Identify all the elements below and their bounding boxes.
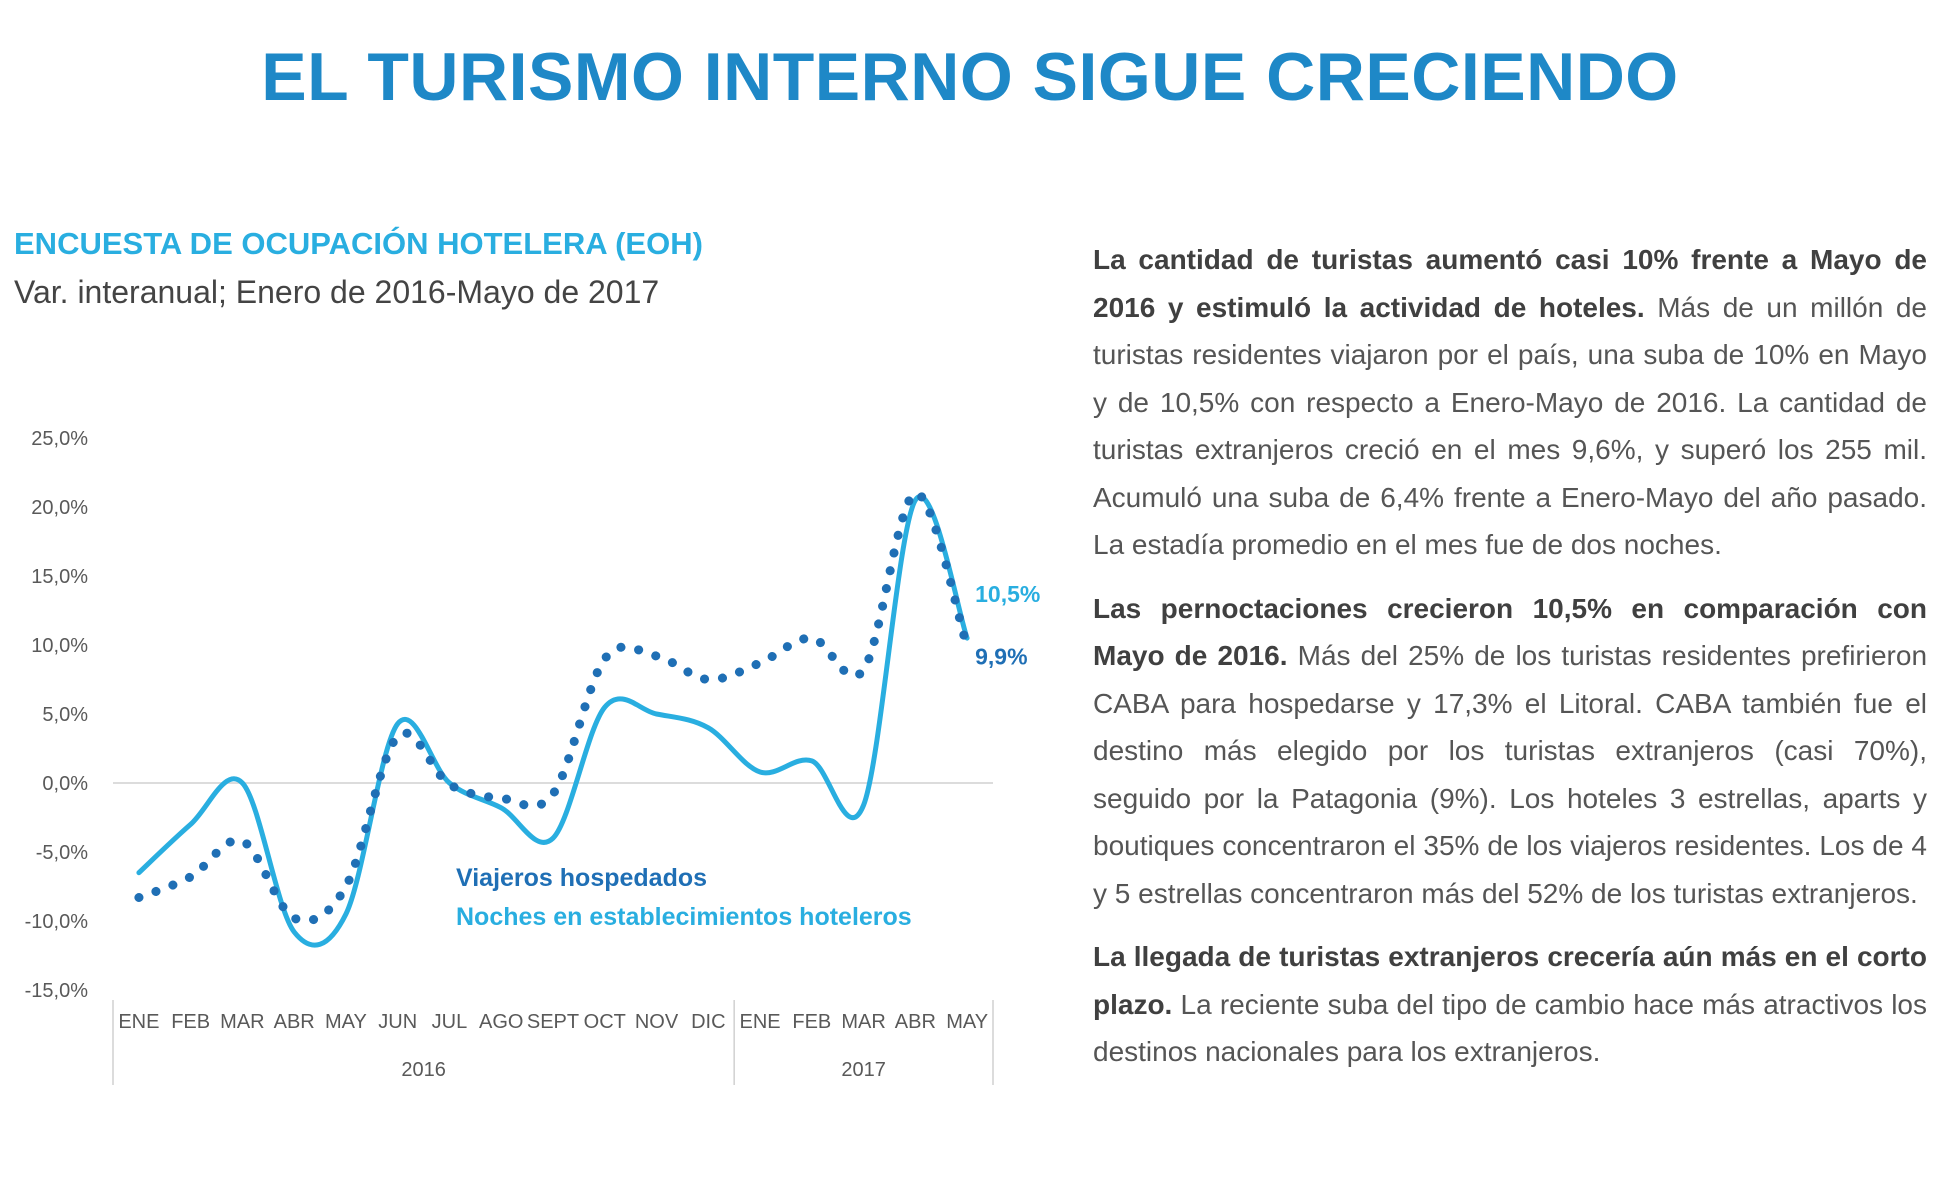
series-line-noches <box>136 494 970 948</box>
x-tick-label: FEB <box>792 1011 831 1033</box>
x-tick-label: ENE <box>739 1011 780 1033</box>
x-group-label: 2017 <box>841 1059 886 1081</box>
x-group-label: 2016 <box>401 1059 446 1081</box>
x-tick-label: FEB <box>171 1011 210 1033</box>
x-tick-label: MAR <box>841 1011 885 1033</box>
x-tick-label: JUN <box>378 1011 417 1033</box>
x-tick-label: AGO <box>479 1011 523 1033</box>
y-tick-label: 5,0% <box>42 704 88 726</box>
y-tick-label: -5,0% <box>36 842 88 864</box>
paragraph-1-lead: La cantidad de turistas aumentó casi 10%… <box>1093 244 1927 323</box>
y-tick-label: 20,0% <box>31 497 88 519</box>
y-tick-label: 10,0% <box>31 635 88 657</box>
x-tick-label: OCT <box>584 1011 626 1033</box>
chart-title: ENCUESTA DE OCUPACIÓN HOTELERA (EOH) <box>14 226 703 261</box>
paragraph-2: Las pernoctaciones crecieron 10,5% en co… <box>1093 585 1927 918</box>
end-label-viajeros: 9,9% <box>975 643 1027 669</box>
y-tick-label: -15,0% <box>25 980 89 1002</box>
x-tick-label: SEPT <box>527 1011 579 1033</box>
y-tick-label: 15,0% <box>31 566 88 588</box>
line-chart: 25,0% 20,0% 15,0% 10,0% 5,0% 0,0% -5,0% -10,0% -… <box>25 428 1040 1085</box>
end-label-noches: 10,5% <box>975 581 1040 607</box>
x-tick-label: ENE <box>118 1011 159 1033</box>
y-tick-label: -10,0% <box>25 911 89 933</box>
paragraph-3-lead: La llegada de turistas extranjeros crece… <box>1093 941 1927 1020</box>
y-tick-label: 25,0% <box>31 428 88 450</box>
paragraph-3-body: La reciente suba del tipo de cambio hace… <box>1093 988 1927 1068</box>
series-line-viajeros <box>134 488 972 926</box>
x-tick-label: MAR <box>220 1011 264 1033</box>
paragraph-3: La llegada de turistas extranjeros crece… <box>1093 933 1927 1076</box>
x-tick-label: ABR <box>895 1011 936 1033</box>
x-tick-label: MAY <box>946 1011 988 1033</box>
x-tick-label: MAY <box>325 1011 367 1033</box>
text-column: La cantidad de turistas aumentó casi 10%… <box>1093 236 1927 1092</box>
x-tick-label: JUL <box>432 1011 468 1033</box>
paragraph-1-body: Más de un millón de turistas residentes … <box>1093 291 1927 561</box>
paragraph-1: La cantidad de turistas aumentó casi 10%… <box>1093 236 1927 569</box>
legend-entry: Noches en establecimientos hoteleros <box>456 903 912 931</box>
x-tick-label: DIC <box>691 1011 725 1033</box>
x-tick-label: NOV <box>635 1011 679 1033</box>
paragraph-2-body: Más del 25% de los turistas residentes p… <box>1093 640 1928 909</box>
page-title: EL TURISMO INTERNO SIGUE CRECIENDO <box>261 39 1679 115</box>
paragraph-2-lead: Las pernoctaciones crecieron 10,5% en co… <box>1093 592 1927 672</box>
y-tick-label: 0,0% <box>42 773 88 795</box>
chart-subtitle: Var. interanual; Enero de 2016-Mayo de 2… <box>14 274 660 310</box>
legend-entry: Viajeros hospedados <box>456 864 707 892</box>
x-tick-label: ABR <box>274 1011 315 1033</box>
